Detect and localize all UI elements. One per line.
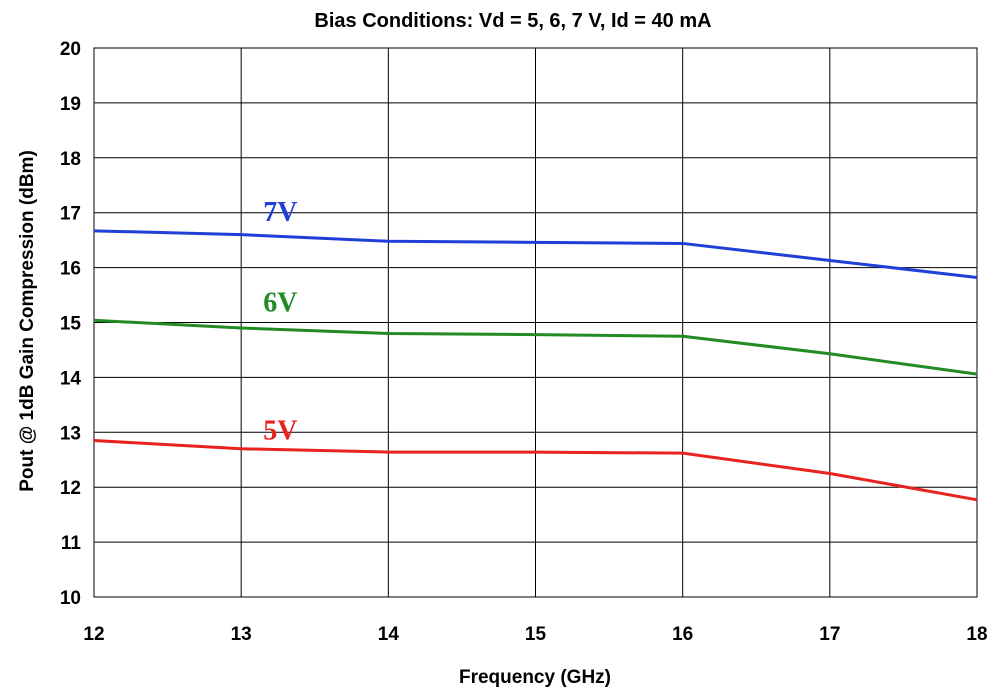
x-tick-label: 15: [525, 624, 547, 645]
y-tick-label: 16: [60, 259, 81, 280]
x-tick-label: 16: [672, 624, 693, 645]
x-tick-label: 13: [231, 624, 252, 645]
plot-area: [93, 47, 978, 598]
x-tick-label: 18: [966, 624, 987, 645]
x-axis-title: Frequency (GHz): [459, 667, 611, 688]
y-tick-label: 11: [61, 533, 82, 554]
y-tick-label: 17: [60, 204, 81, 225]
x-tick-label: 17: [819, 624, 840, 645]
series-line-6v: [93, 318, 978, 376]
x-axis-ticks: 12 13 14 15 16 17 18: [83, 624, 987, 645]
x-tick-label: 14: [378, 624, 400, 645]
y-tick-label: 12: [60, 478, 81, 499]
y-tick-label: 20: [60, 39, 81, 60]
series-line-7v: [93, 229, 978, 279]
y-tick-label: 10: [60, 588, 81, 609]
y-tick-label: 19: [60, 94, 81, 115]
grid: [93, 47, 978, 598]
y-tick-label: 15: [60, 314, 82, 335]
y-axis-title: Pout @ 1dB Gain Compression (dBm): [17, 150, 38, 492]
chart-title: Bias Conditions: Vd = 5, 6, 7 V, Id = 40…: [314, 10, 711, 32]
y-tick-label: 18: [60, 149, 81, 170]
series-label-7v: 7V: [263, 197, 297, 228]
series-label-5v: 5V: [263, 415, 297, 446]
x-tick-label: 12: [83, 624, 104, 645]
series-label-6v: 6V: [263, 288, 297, 319]
y-tick-label: 13: [60, 423, 81, 444]
series-labels: 7V 6V 5V: [263, 197, 297, 447]
y-tick-label: 14: [60, 368, 82, 389]
y-axis-ticks: 10 11 12 13 14 15 16 17 18 19 20: [60, 39, 82, 609]
series: [93, 229, 978, 502]
series-line-5v: [93, 439, 978, 502]
